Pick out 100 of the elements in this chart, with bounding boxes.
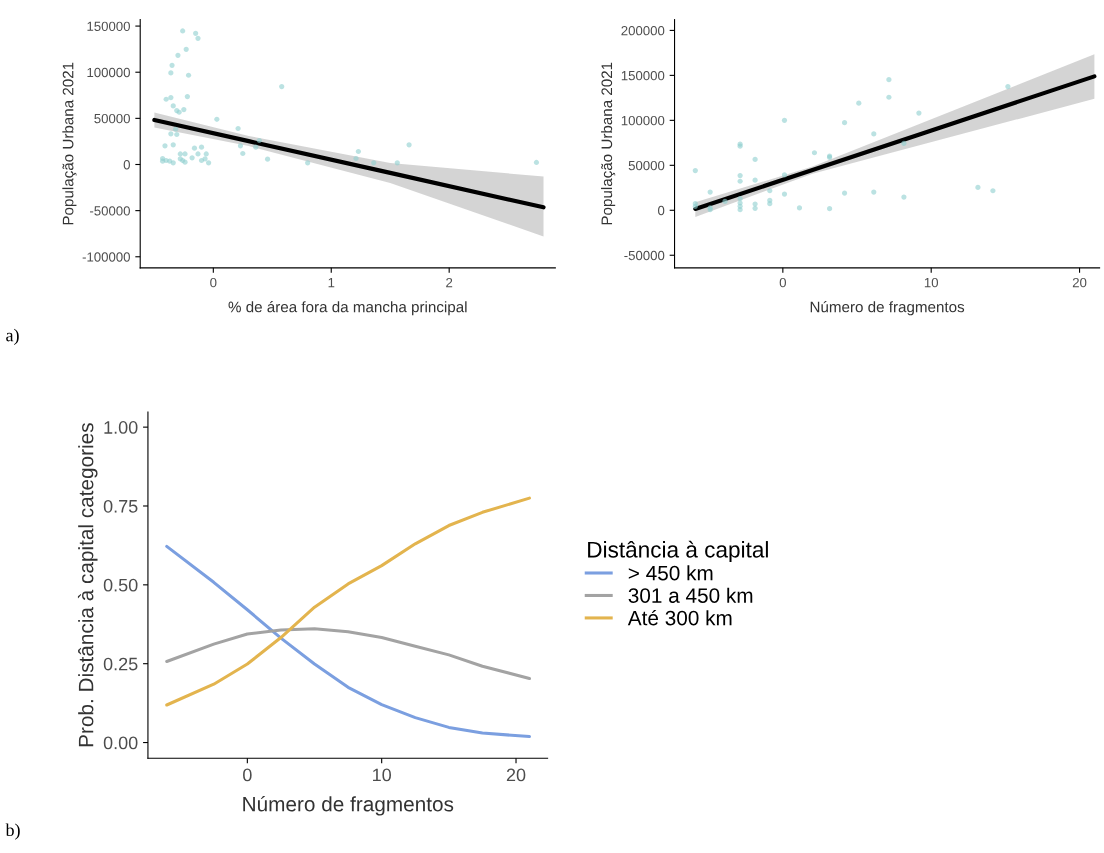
x-tick-label: 2 (446, 277, 453, 288)
point (162, 143, 168, 149)
point (305, 160, 311, 166)
point (752, 201, 758, 207)
point (841, 120, 848, 126)
point (871, 131, 877, 137)
point (237, 143, 244, 149)
point (256, 137, 262, 144)
y-tick-label: 0 (658, 205, 665, 216)
legend-label: > 450 km (628, 565, 713, 581)
point (371, 160, 377, 166)
point (781, 117, 788, 123)
point (175, 52, 181, 58)
x-tick-label: 0 (779, 277, 786, 288)
x-tick-label: 10 (924, 277, 939, 288)
point (177, 151, 183, 157)
point (781, 172, 788, 178)
y-tick-label: 0 (123, 160, 130, 170)
point (856, 100, 862, 106)
x-tick-label: 0 (243, 768, 252, 782)
y-axis-title: População Urbana 2021 (62, 62, 77, 225)
point (189, 155, 195, 161)
point (163, 96, 169, 102)
x-axis-title: Número de fragmentos (810, 300, 965, 316)
point (533, 159, 540, 166)
point (737, 172, 743, 179)
point (394, 160, 400, 166)
point (722, 198, 728, 204)
line-series (165, 496, 531, 707)
point (737, 178, 743, 184)
point (752, 177, 758, 183)
point (170, 142, 176, 148)
point (195, 151, 201, 157)
point (871, 189, 877, 195)
point (191, 145, 198, 151)
point (182, 151, 188, 157)
point (184, 93, 190, 100)
point (811, 150, 818, 156)
y-tick-label: 50000 (94, 113, 130, 124)
legend-label: Até 300 km (627, 609, 732, 626)
y-tick-label: -50000 (89, 206, 130, 216)
point (406, 142, 412, 148)
x-tick-label: 0 (210, 277, 217, 288)
line-series (152, 117, 546, 210)
text: b) (5, 823, 20, 840)
point (841, 190, 848, 196)
point (206, 160, 212, 166)
point (174, 131, 180, 138)
point (781, 191, 788, 197)
y-tick-label: 150000 (87, 21, 130, 31)
y-tick-label: 100000 (621, 115, 665, 126)
point (901, 194, 907, 200)
point (198, 157, 205, 164)
point (240, 150, 246, 157)
x-tick-label: 20 (506, 768, 526, 782)
point (975, 184, 981, 191)
y-tick-label: 150000 (621, 70, 665, 81)
point (767, 188, 773, 194)
point (172, 126, 179, 132)
line-series (165, 544, 531, 739)
y-tick-label: -100000 (82, 252, 130, 262)
point (752, 156, 758, 162)
y-tick-label: 0.50 (103, 578, 138, 592)
point (707, 189, 713, 195)
point (279, 84, 285, 90)
y-tick-label: 100000 (87, 67, 130, 78)
point (202, 156, 208, 162)
point (168, 70, 174, 76)
point (169, 62, 175, 68)
point (355, 148, 361, 155)
y-axis-title: Prob. Distância à capital categories (77, 423, 98, 747)
point (826, 206, 833, 212)
point (796, 205, 803, 211)
y-tick-label: 50000 (628, 160, 665, 171)
point (692, 168, 698, 174)
point (737, 196, 743, 202)
y-axis-title: População Urbana 2021 (601, 62, 616, 225)
point (737, 207, 743, 213)
point (181, 106, 187, 113)
point (168, 131, 174, 137)
point (767, 201, 773, 207)
point (1005, 84, 1011, 90)
point (901, 140, 907, 147)
x-axis-title: Número de fragmentos (243, 795, 454, 816)
legend-title: Distância à capital (588, 540, 768, 563)
point (886, 94, 892, 100)
x-tick-label: 1 (328, 278, 335, 288)
y-tick-label: 200000 (621, 25, 665, 36)
point (264, 156, 271, 162)
point (195, 35, 201, 41)
y-tick-label: 0.00 (103, 736, 138, 750)
point (183, 46, 189, 52)
y-tick-label: 0.25 (103, 657, 138, 671)
point (235, 125, 241, 132)
point (253, 144, 259, 150)
line-series (165, 627, 531, 681)
point (353, 155, 359, 162)
point (198, 144, 205, 150)
point (916, 110, 922, 116)
point (180, 28, 186, 34)
